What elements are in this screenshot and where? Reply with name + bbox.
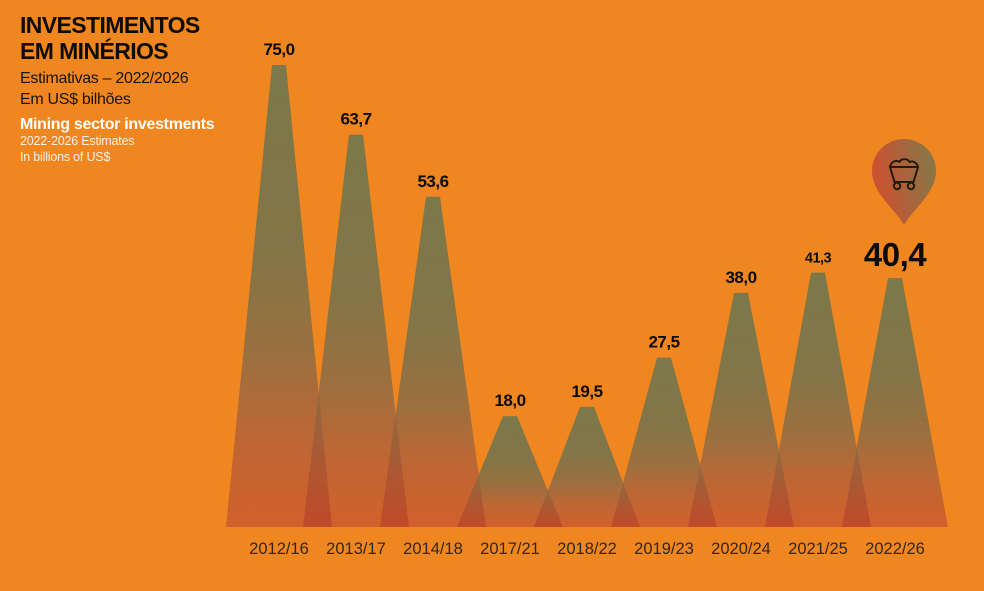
peak-shape [534,406,640,527]
value-label: 53,6 [417,172,448,191]
value-label: 27,5 [648,333,679,352]
peak-shape [226,65,332,527]
mine-cart-glyph [889,158,919,191]
chart-subtitle-en-title: Mining sector investments [20,115,215,133]
peak-overlap-shape [457,474,486,527]
mine-cart-pin-svg [872,139,936,225]
category-label: 2014/18 [403,540,463,558]
peak-shape [611,357,717,527]
peak-overlap-shape [842,447,871,527]
peak-overlap-shape [380,414,409,527]
peak-overlap-shape [303,393,332,527]
chart-subtitle-en-unit: In billions of US$ [20,149,111,164]
peak-shape [842,278,948,527]
value-label: 38,0 [725,268,756,287]
value-label: 63,7 [340,110,371,129]
value-label: 19,5 [571,382,602,401]
category-label: 2022/26 [865,540,925,558]
category-label: 2017/21 [480,540,540,558]
peak-shape [380,196,486,528]
category-label: 2020/24 [711,540,771,558]
category-label: 2019/23 [634,540,694,558]
category-label: 2012/16 [249,540,309,558]
value-label: 75,0 [263,40,294,59]
chart-subtitle-pt-unit: Em US$ bilhões [20,90,131,108]
peak-overlap-shape [611,482,640,527]
peak-shape [688,292,794,527]
peak-shape [303,134,409,527]
chart-title-line1: INVESTIMENTOS [20,12,200,38]
peak-shape [765,272,871,527]
category-label: 2018/22 [557,540,617,558]
peak-overlap-shape [534,490,563,527]
chart-subtitle-en-estimates: 2022-2026 Estimates [20,134,135,149]
chart-subtitle-pt-estimates: Estimativas – 2022/2026 [20,69,189,87]
mine-cart-pin-icon [869,137,939,229]
peak-overlap-shape [765,450,794,527]
header-block: INVESTIMENTOS EM MINÉRIOS Estimativas – … [20,12,250,165]
peak-shape [457,416,563,527]
value-label: 40,4 [864,236,927,273]
category-label: 2021/25 [788,540,848,558]
chart-title-line2: EM MINÉRIOS [20,37,169,64]
category-label: 2013/17 [326,540,386,558]
peak-overlap-shape [688,465,717,527]
value-label: 41,3 [805,251,832,267]
value-label: 18,0 [494,391,525,410]
